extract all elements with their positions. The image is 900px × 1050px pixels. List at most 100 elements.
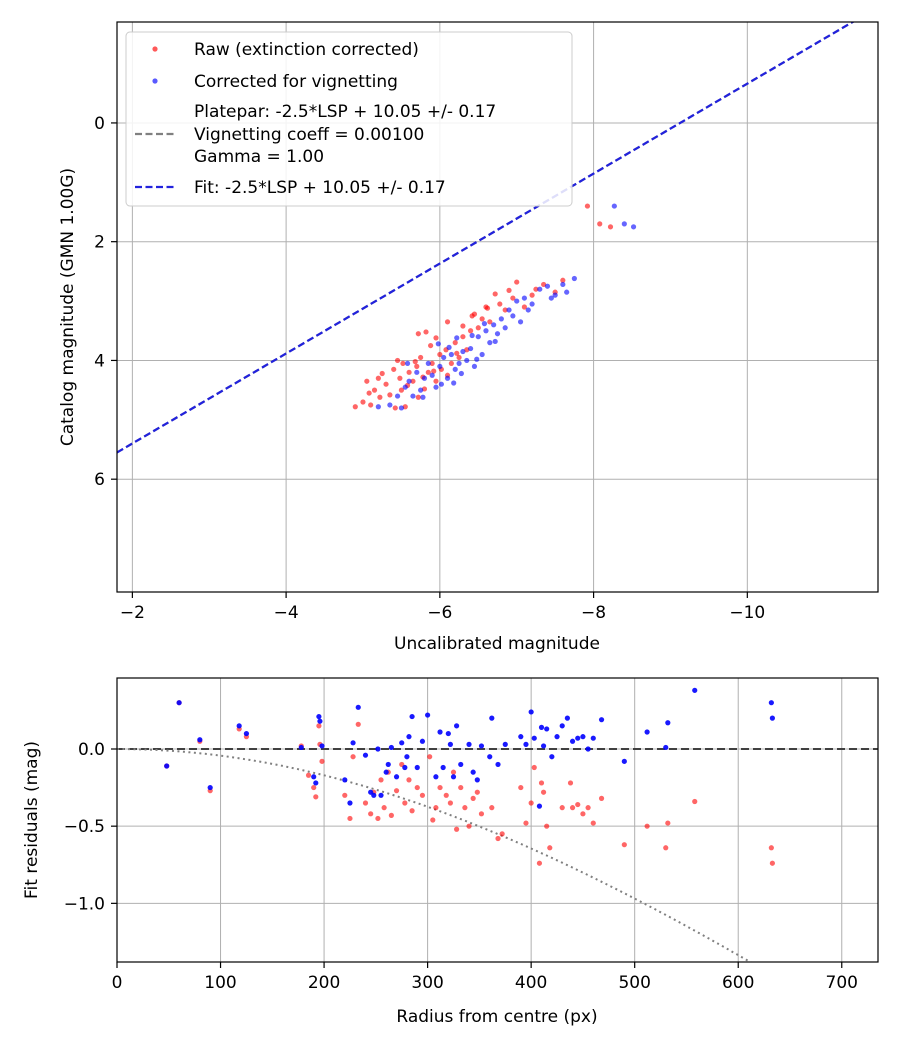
residual-point [414,784,420,791]
residual-point [350,754,356,760]
data-point [529,292,535,298]
residual-point [447,800,453,806]
data-point [451,380,457,386]
data-point [414,363,420,369]
data-point [469,332,475,339]
data-point [438,381,444,387]
residual-point [313,794,319,800]
residual-point [319,743,325,749]
data-point [525,307,531,313]
legend: Raw (extinction corrected) Corrected for… [125,31,573,207]
residual-point [402,800,408,806]
bottom-y-ticks: 0.0 −0.5 −1.0 [64,740,117,914]
legend-raw-marker [152,46,158,52]
residual-point [316,723,322,729]
data-point [494,331,501,337]
legend-corrected-marker [152,78,158,84]
residual-point [474,777,480,783]
residual-point [383,769,389,775]
residual-point [404,754,410,760]
legend-corrected-label: Corrected for vignetting [194,72,398,92]
data-point [474,356,480,362]
data-point [621,221,627,227]
x-tick-label: 100 [204,973,236,993]
residual-point [399,740,405,746]
residual-point [378,777,384,783]
residual-point [692,687,698,693]
residual-point [347,800,353,806]
residual-point [523,741,529,747]
residual-point [447,741,453,747]
residual-point [585,746,591,752]
residual-point [559,805,565,811]
residual-point [536,860,543,866]
residual-point [355,721,361,727]
residual-point [544,726,550,732]
residual-point [236,723,242,729]
data-point [597,221,603,227]
residual-point [528,709,534,715]
data-point [487,340,493,346]
data-point [452,366,458,372]
data-point [510,295,516,301]
residual-point [554,734,560,740]
residual-point [316,713,322,720]
data-point [458,370,464,377]
residual-point [692,798,698,805]
data-point [454,350,460,356]
data-point [464,357,470,364]
x-tick-label: 500 [618,973,650,993]
data-point [521,304,528,310]
residual-point [544,823,550,829]
data-point [506,307,512,313]
data-point [564,289,570,295]
data-point [452,340,458,346]
x-tick-label: 200 [308,973,340,993]
top-x-ticks: −2 −4 −6 −8 −10 [120,592,765,623]
data-point [491,322,497,328]
data-point [377,394,383,400]
residual-point [393,788,400,794]
data-point [412,359,418,365]
data-point [506,287,512,293]
residual-point [342,792,348,798]
y-tick-label: −1.0 [64,894,105,914]
data-point [514,279,520,285]
residual-point [621,758,627,764]
y-tick-label: 0.0 [78,740,105,760]
data-point [394,393,401,399]
data-point [410,378,416,384]
data-point [467,345,474,352]
residual-point [378,792,384,798]
residual-point [342,777,348,783]
data-point [444,375,451,381]
residual-point [549,754,555,760]
data-point [502,325,508,331]
legend-raw-label: Raw (extinction corrected) [194,40,419,60]
data-point [423,329,429,335]
data-point [383,381,389,387]
residual-point [437,729,443,735]
data-point [366,390,372,396]
data-point [510,313,516,319]
data-point [584,203,591,209]
data-point [552,292,558,298]
data-point [441,354,447,361]
data-point [418,354,424,361]
y-tick-label: 0 [94,114,105,134]
data-point [467,328,474,334]
data-point [456,360,462,367]
residual-point [419,792,426,798]
residual-point [489,805,495,811]
bottom-scatter-points [164,687,775,866]
data-point [394,357,401,364]
data-point [414,369,420,375]
data-point [483,328,489,334]
residual-point [298,744,304,751]
residual-point [462,805,468,811]
raw-series [352,203,614,411]
data-point [391,366,397,372]
residual-point [430,817,436,823]
residual-point [769,715,775,721]
